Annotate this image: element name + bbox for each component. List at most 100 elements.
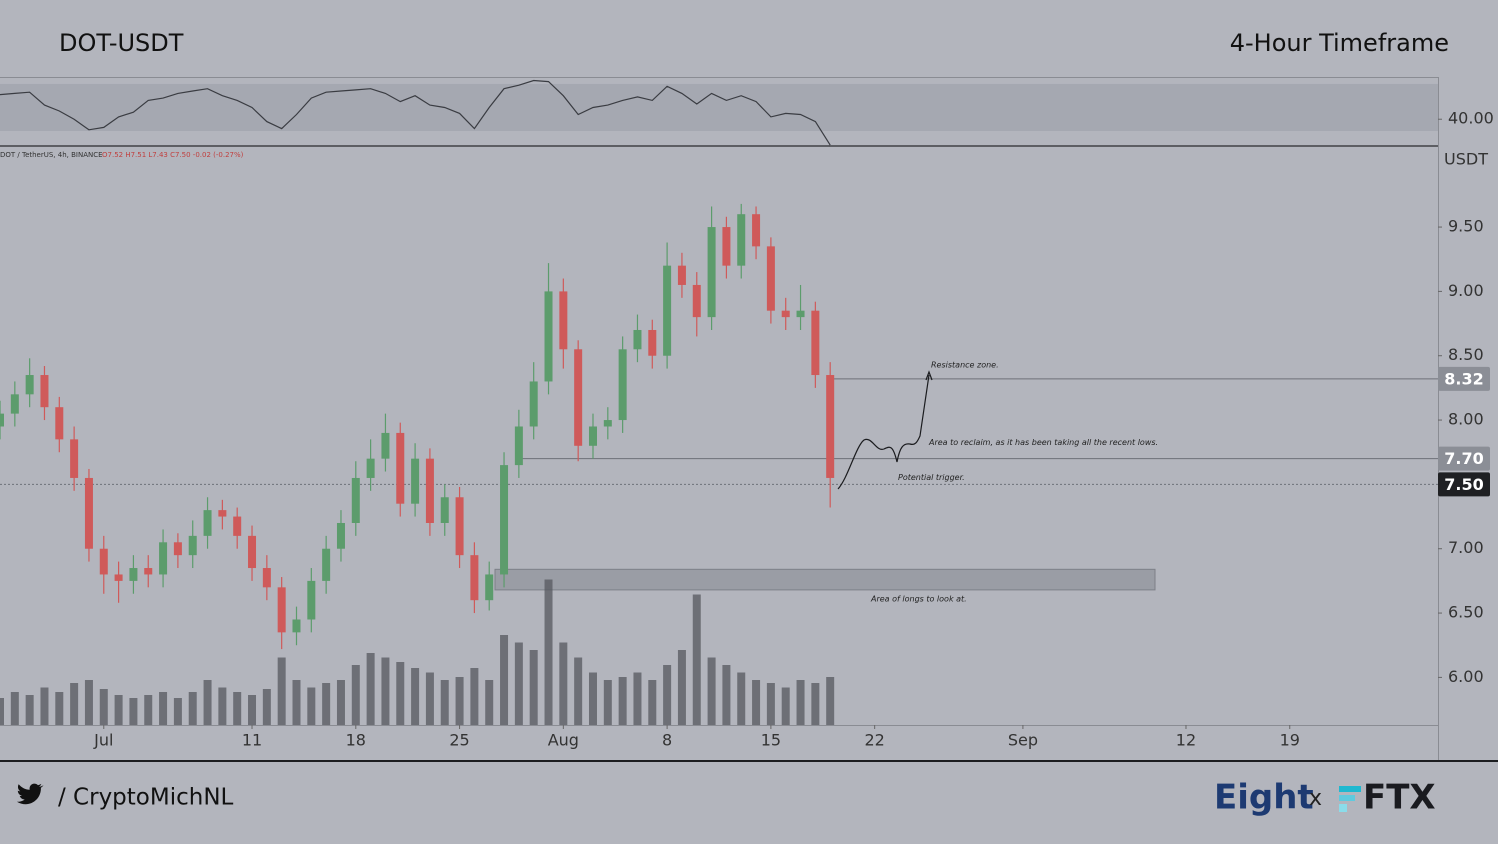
y-tick-label: 7.00: [1448, 538, 1484, 557]
volume-bar: [425, 672, 434, 725]
volume-bar: [25, 695, 34, 725]
volume-bar: [603, 680, 612, 725]
candle-body: [588, 426, 597, 446]
candle-body: [514, 426, 523, 466]
candle-body: [781, 310, 790, 318]
candle-body: [262, 568, 271, 588]
y-tick-label: 6.00: [1448, 667, 1484, 686]
candle-body: [0, 413, 4, 427]
candle-body: [381, 432, 390, 459]
volume-bar: [277, 657, 286, 725]
candle-body: [159, 542, 168, 575]
y-tick-label: 9.00: [1448, 281, 1484, 300]
volume-bar: [529, 650, 538, 725]
ftx-icon-bar: [1339, 786, 1361, 792]
twitter-handle: / CryptoMichNL: [58, 785, 234, 811]
candle-body: [322, 548, 331, 581]
candle-body: [99, 548, 108, 575]
candle-body: [396, 432, 405, 504]
candle-body: [40, 375, 49, 408]
y-unit: USDT: [1444, 150, 1488, 169]
x-tick-label: 15: [761, 731, 781, 750]
volume-bar: [218, 687, 227, 725]
candle-body: [114, 574, 123, 581]
volume-bar: [722, 665, 731, 725]
volume-bar: [0, 698, 4, 725]
y-tick-label: 9.50: [1448, 217, 1484, 236]
candle-body: [529, 381, 538, 427]
candle-body: [84, 477, 93, 549]
level-label: 7.50: [1444, 475, 1483, 494]
candle-body: [188, 535, 197, 556]
legend-ohlc: O7.52 H7.51 L7.43 C7.50 -0.02 (-0.27%): [102, 151, 244, 159]
ftx-icon-bar: [1339, 804, 1347, 812]
level-badge: [1438, 366, 1490, 391]
volume-bar: [440, 680, 449, 725]
volume-bar: [70, 683, 79, 725]
volume-bar: [455, 677, 464, 725]
volume-bar: [470, 668, 479, 725]
volume-bar: [559, 642, 568, 725]
volume-bar: [396, 662, 405, 725]
legend-symbol: DOT / TetherUS, 4h, BINANCE: [0, 151, 103, 159]
volume-bar: [633, 672, 642, 725]
volume-bar: [322, 683, 331, 725]
candle-body: [811, 310, 820, 376]
candle-body: [307, 580, 316, 620]
annotation: Potential trigger.: [898, 473, 965, 482]
volume-bar: [752, 680, 761, 725]
annotation: Area to reclaim, as it has been taking a…: [928, 438, 1158, 447]
volume-bar: [485, 680, 494, 725]
volume-bar: [381, 657, 390, 725]
volume-bar: [692, 594, 701, 725]
zone-label: Area of longs to look at.: [870, 594, 967, 603]
volume-bar: [781, 687, 790, 725]
candle-body: [129, 568, 138, 581]
candle-body: [618, 349, 627, 421]
candle-body: [826, 375, 835, 478]
volume-bar: [737, 672, 746, 725]
chart-title: DOT-USDT: [59, 29, 184, 57]
y-tick-label: 6.50: [1448, 603, 1484, 622]
candle-body: [440, 497, 449, 523]
candle-body: [218, 510, 227, 517]
volume-bar: [588, 672, 597, 725]
volume-bar: [129, 698, 138, 725]
volume-bar: [677, 650, 686, 725]
volume-bar: [248, 695, 257, 725]
volume-bar: [663, 665, 672, 725]
candle-body: [366, 458, 375, 478]
volume-bar: [159, 692, 168, 725]
candle-body: [752, 214, 761, 247]
x-tick-label: 22: [864, 731, 884, 750]
volume-bar: [55, 692, 64, 725]
candle-body: [722, 227, 731, 266]
volume-bar: [411, 668, 420, 725]
brand-cross: x: [1309, 786, 1322, 811]
volume-bar: [173, 698, 182, 725]
volume-bar: [292, 680, 301, 725]
candle-body: [737, 214, 746, 266]
x-tick-label: 11: [242, 731, 262, 750]
volume-bar: [336, 680, 345, 725]
volume-bar: [826, 677, 835, 725]
candle-body: [677, 265, 686, 285]
rsi-tick-label: 40.00: [1448, 109, 1494, 128]
volume-bar: [307, 687, 316, 725]
x-tick-label: 12: [1176, 731, 1196, 750]
x-tick-label: Jul: [93, 731, 113, 750]
candle-body: [663, 265, 672, 356]
candle-body: [55, 407, 64, 440]
y-tick-label: 8.50: [1448, 345, 1484, 364]
candle-body: [633, 329, 642, 350]
x-tick-label: 19: [1280, 731, 1300, 750]
candle-body: [144, 568, 153, 575]
volume-bar: [144, 695, 153, 725]
candle-body: [796, 310, 805, 318]
volume-bar: [351, 665, 360, 725]
candle-body: [425, 458, 434, 523]
candle-body: [351, 477, 360, 523]
volume-bar: [574, 657, 583, 725]
level-label: 7.70: [1444, 449, 1483, 468]
